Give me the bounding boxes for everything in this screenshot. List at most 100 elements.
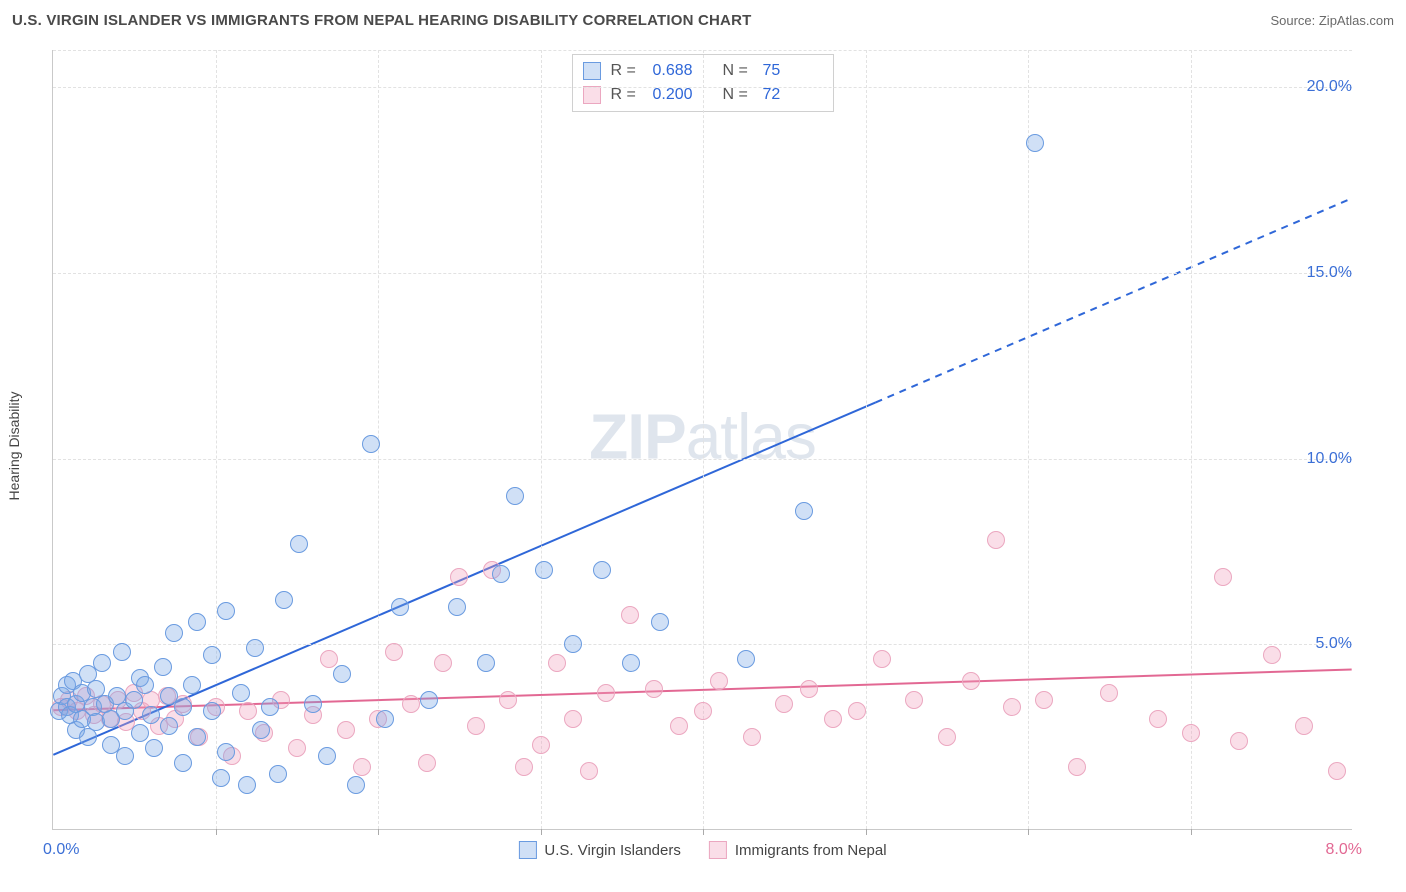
source-prefix: Source:	[1270, 13, 1318, 28]
scatter-point-pink	[515, 758, 533, 776]
scatter-point-blue	[1026, 134, 1044, 152]
scatter-point-pink	[710, 672, 728, 690]
scatter-point-blue	[246, 639, 264, 657]
scatter-point-blue	[651, 613, 669, 631]
legend-swatch-pink	[583, 86, 601, 104]
scatter-point-blue	[795, 502, 813, 520]
scatter-point-blue	[174, 698, 192, 716]
scatter-point-pink	[621, 606, 639, 624]
scatter-point-pink	[532, 736, 550, 754]
legend-r-label: R =	[611, 62, 643, 80]
scatter-point-blue	[252, 721, 270, 739]
scatter-point-pink	[288, 739, 306, 757]
scatter-point-blue	[290, 535, 308, 553]
y-axis-tick-label: 5.0%	[1316, 635, 1352, 653]
source-attribution: Source: ZipAtlas.com	[1270, 13, 1394, 28]
legend-swatch-blue	[518, 841, 536, 859]
scatter-point-blue	[136, 676, 154, 694]
legend-n-value-pink: 72	[763, 86, 823, 104]
scatter-point-blue	[333, 665, 351, 683]
legend-r-label: R =	[611, 86, 643, 104]
scatter-point-pink	[645, 680, 663, 698]
scatter-point-blue	[165, 624, 183, 642]
scatter-point-blue	[737, 650, 755, 668]
gridline-vertical	[1028, 50, 1029, 829]
scatter-point-pink	[320, 650, 338, 668]
scatter-point-blue	[203, 702, 221, 720]
scatter-point-blue	[174, 754, 192, 772]
scatter-point-pink	[1295, 717, 1313, 735]
source-link[interactable]: ZipAtlas.com	[1319, 13, 1394, 28]
legend-swatch-blue	[583, 62, 601, 80]
scatter-point-blue	[93, 654, 111, 672]
x-axis-tick-left: 0.0%	[43, 841, 79, 859]
scatter-point-blue	[188, 728, 206, 746]
scatter-point-blue	[269, 765, 287, 783]
scatter-point-pink	[987, 531, 1005, 549]
scatter-point-pink	[1068, 758, 1086, 776]
scatter-point-pink	[239, 702, 257, 720]
x-axis-tick-mark	[378, 829, 379, 835]
legend-n-value-blue: 75	[763, 62, 823, 80]
scatter-point-pink	[1263, 646, 1281, 664]
scatter-point-pink	[824, 710, 842, 728]
scatter-point-blue	[477, 654, 495, 672]
x-axis-tick-mark	[541, 829, 542, 835]
watermark-atlas: atlas	[686, 400, 816, 472]
scatter-point-blue	[420, 691, 438, 709]
scatter-point-pink	[467, 717, 485, 735]
legend-item-blue: U.S. Virgin Islanders	[518, 841, 680, 859]
scatter-point-blue	[347, 776, 365, 794]
scatter-point-pink	[450, 568, 468, 586]
scatter-point-blue	[593, 561, 611, 579]
x-axis-tick-mark	[703, 829, 704, 835]
scatter-point-pink	[1100, 684, 1118, 702]
header: U.S. VIRGIN ISLANDER VS IMMIGRANTS FROM …	[0, 0, 1406, 40]
scatter-point-blue	[145, 739, 163, 757]
scatter-point-pink	[775, 695, 793, 713]
x-axis-tick-mark	[216, 829, 217, 835]
scatter-point-blue	[261, 698, 279, 716]
scatter-point-pink	[1230, 732, 1248, 750]
y-axis-tick-label: 15.0%	[1307, 264, 1352, 282]
scatter-point-blue	[142, 706, 160, 724]
scatter-point-blue	[391, 598, 409, 616]
scatter-point-pink	[548, 654, 566, 672]
scatter-point-pink	[694, 702, 712, 720]
scatter-point-pink	[1328, 762, 1346, 780]
scatter-point-pink	[418, 754, 436, 772]
scatter-point-blue	[183, 676, 201, 694]
x-axis-tick-mark	[866, 829, 867, 835]
scatter-point-blue	[160, 717, 178, 735]
scatter-point-blue	[154, 658, 172, 676]
legend-label-pink: Immigrants from Nepal	[735, 842, 887, 859]
scatter-point-blue	[203, 646, 221, 664]
scatter-point-pink	[564, 710, 582, 728]
gridline-vertical	[1191, 50, 1192, 829]
y-axis-tick-label: 20.0%	[1307, 78, 1352, 96]
scatter-point-blue	[492, 565, 510, 583]
scatter-point-blue	[125, 691, 143, 709]
scatter-point-blue	[232, 684, 250, 702]
scatter-point-blue	[275, 591, 293, 609]
plot-area: ZIPatlas R = 0.688 N = 75 R = 0.200 N = …	[52, 50, 1352, 830]
y-axis-tick-label: 10.0%	[1307, 450, 1352, 468]
scatter-point-blue	[217, 602, 235, 620]
legend-n-label: N =	[723, 62, 753, 80]
x-axis-tick-mark	[1028, 829, 1029, 835]
scatter-point-pink	[848, 702, 866, 720]
scatter-point-pink	[385, 643, 403, 661]
scatter-point-blue	[304, 695, 322, 713]
scatter-point-blue	[362, 435, 380, 453]
scatter-point-pink	[743, 728, 761, 746]
scatter-point-pink	[337, 721, 355, 739]
scatter-point-blue	[212, 769, 230, 787]
scatter-point-blue	[376, 710, 394, 728]
scatter-point-blue	[564, 635, 582, 653]
y-axis-label: Hearing Disability	[6, 392, 22, 501]
scatter-point-pink	[800, 680, 818, 698]
scatter-point-blue	[131, 724, 149, 742]
scatter-point-blue	[217, 743, 235, 761]
scatter-point-pink	[1035, 691, 1053, 709]
scatter-point-pink	[580, 762, 598, 780]
